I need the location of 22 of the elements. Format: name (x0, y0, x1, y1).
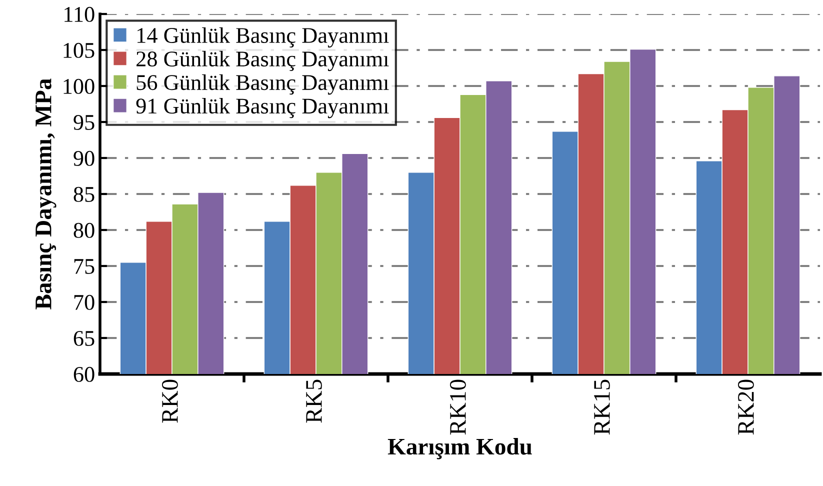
x-tick-label: RK10 (450, 380, 466, 435)
legend-label: 56 Günlük Basınç Dayanımı (136, 74, 389, 95)
y-tick-label: 100 (64, 78, 94, 94)
y-tick-label: 65 (74, 330, 94, 346)
x-tick-label: RK5 (306, 380, 322, 423)
y-tick-label: 110 (64, 6, 94, 22)
legend-label: 28 Günlük Basınç Dayanımı (136, 50, 389, 72)
x-tick-label: RK15 (594, 380, 610, 435)
x-tick-label: RK20 (738, 380, 754, 435)
legend-label: 14 Günlük Basınç Dayanımı (138, 27, 389, 48)
x-tick-label: RK0 (162, 380, 178, 423)
y-tick-label: 75 (74, 259, 94, 274)
y-tick-label: 90 (74, 150, 94, 166)
y-axis-title: Basınç Dayanımı, MPa (36, 78, 56, 310)
y-tick-label: 105 (64, 42, 94, 58)
y-tick-label: 60 (74, 366, 94, 382)
legend-label: 91 Günlük Basınç Dayanımı (136, 98, 389, 118)
y-tick-label: 85 (74, 186, 94, 202)
y-tick-label: 70 (74, 294, 94, 310)
x-axis-title: Karışım Kodu (388, 438, 532, 460)
y-tick-label: 95 (74, 114, 94, 130)
y-tick-label: 80 (74, 222, 94, 238)
